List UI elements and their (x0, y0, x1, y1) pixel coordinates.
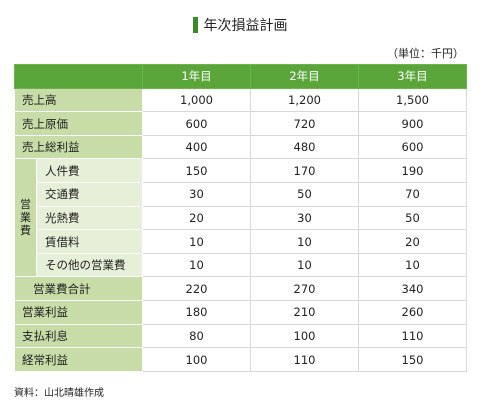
row-label: その他の営業費 (36, 252, 143, 278)
cell-value: 480 (250, 134, 359, 160)
table-row: 経常利益 100 110 150 (14, 347, 467, 372)
cell-value: 50 (358, 205, 467, 231)
cell-value: 100 (142, 347, 251, 372)
expense-group-char: 業 (20, 211, 31, 225)
cell-value: 1,500 (358, 87, 467, 113)
cell-value: 190 (358, 158, 467, 184)
cell-value: 720 (250, 111, 359, 136)
cell-value: 210 (250, 300, 359, 325)
row-label: 経常利益 (14, 347, 143, 372)
table-row: 賃借料 10 10 20 (15, 229, 467, 254)
cell-value: 260 (358, 300, 467, 325)
table-row: 光熱費 20 30 50 (15, 205, 467, 231)
table-header-row: 1年目 2年目 3年目 (14, 64, 467, 89)
cell-value: 110 (250, 347, 359, 372)
table-row: 営業費合計 220 270 340 (14, 276, 467, 302)
cell-value: 30 (250, 205, 359, 231)
table-row: 売上総利益 400 480 600 (14, 134, 467, 160)
table-row: 売上高 1,000 1,200 1,500 (14, 87, 467, 113)
expense-group-label: 営 業 費 (14, 158, 37, 278)
cell-value: 20 (358, 229, 467, 254)
cell-value: 80 (142, 323, 251, 349)
title-accent-bar (192, 17, 198, 33)
expense-group-char: 費 (20, 224, 31, 238)
cell-value: 600 (142, 111, 251, 136)
cell-value: 1,200 (250, 87, 359, 113)
unit-label: （単位：千円） (387, 47, 464, 60)
row-label: 売上原価 (14, 111, 143, 136)
cell-value: 10 (142, 229, 251, 254)
header-year-1: 1年目 (142, 64, 251, 89)
row-label: 支払利息 (14, 323, 143, 349)
row-label: 営業利益 (14, 300, 143, 325)
row-label: 交通費 (36, 182, 143, 207)
expense-group-char: 営 (20, 198, 31, 212)
income-plan-table: 1年目 2年目 3年目 売上高 1,000 1,200 1,500 売上原価 6… (14, 64, 467, 372)
cell-value: 220 (142, 276, 251, 302)
row-label: 賃借料 (36, 229, 143, 254)
source-note: 資料：山北晴雄作成 (14, 388, 104, 399)
header-year-3: 3年目 (358, 64, 467, 89)
cell-value: 10 (358, 252, 467, 278)
cell-value: 20 (142, 205, 251, 231)
cell-value: 150 (358, 347, 467, 372)
cell-value: 1,000 (142, 87, 251, 113)
title-text: 年次損益計画 (203, 18, 288, 34)
cell-value: 270 (250, 276, 359, 302)
row-label: 営業費合計 (14, 276, 143, 302)
cell-value: 110 (358, 323, 467, 349)
table-row: 営 業 費 人件費 150 170 190 (14, 158, 467, 278)
row-label: 売上総利益 (14, 134, 143, 160)
table-row: 売上原価 600 720 900 (14, 111, 467, 136)
page-title: 年次損益計画 (0, 16, 480, 36)
cell-value: 10 (250, 229, 359, 254)
cell-value: 150 (142, 158, 251, 184)
header-corner (14, 64, 143, 89)
cell-value: 10 (142, 252, 251, 278)
cell-value: 70 (358, 182, 467, 207)
cell-value: 170 (250, 158, 359, 184)
cell-value: 180 (142, 300, 251, 325)
cell-value: 400 (142, 134, 251, 160)
cell-value: 100 (250, 323, 359, 349)
cell-value: 900 (358, 111, 467, 136)
row-label: 光熱費 (36, 205, 143, 231)
table-row: 支払利息 80 100 110 (14, 323, 467, 349)
table-row: 交通費 30 50 70 (15, 182, 467, 207)
cell-value: 10 (250, 252, 359, 278)
table-row: 営業利益 180 210 260 (14, 300, 467, 325)
header-year-2: 2年目 (250, 64, 359, 89)
cell-value: 340 (358, 276, 467, 302)
row-label: 人件費 (36, 158, 143, 184)
cell-value: 600 (358, 134, 467, 160)
table-row: その他の営業費 10 10 10 (15, 252, 467, 278)
cell-value: 50 (250, 182, 359, 207)
cell-value: 30 (142, 182, 251, 207)
row-label: 売上高 (14, 87, 143, 113)
